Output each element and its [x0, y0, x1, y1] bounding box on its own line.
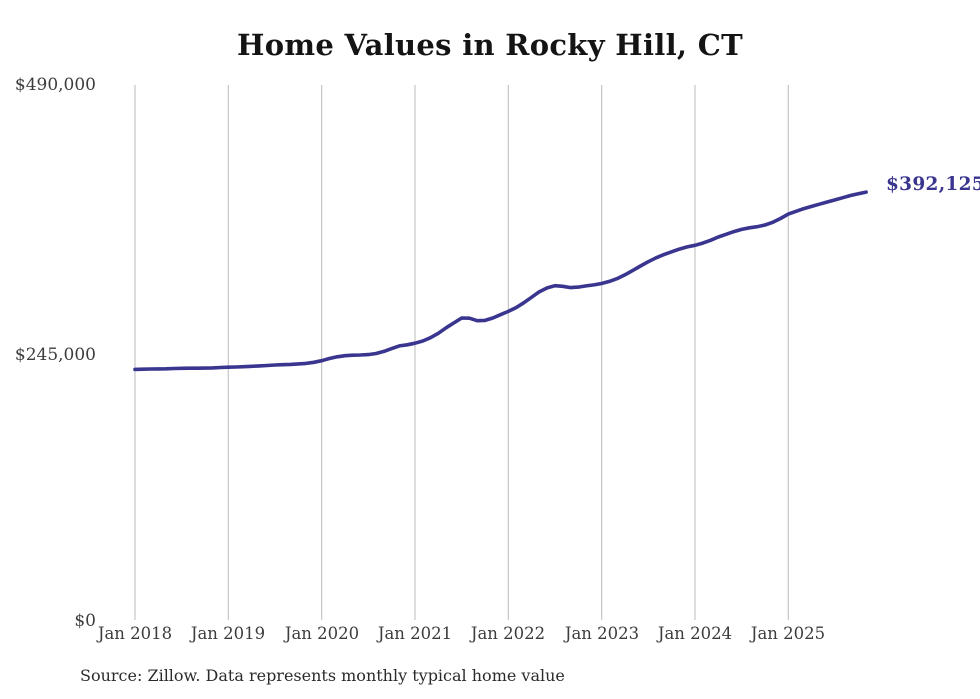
x-tick-label-jan-2018: Jan 2018: [97, 624, 173, 643]
chart-title: Home Values in Rocky Hill, CT: [237, 28, 743, 62]
source-note: Source: Zillow. Data represents monthly …: [80, 666, 565, 685]
x-tick-label-jan-2020: Jan 2020: [284, 624, 360, 643]
x-tick-label-jan-2025: Jan 2025: [750, 624, 826, 643]
x-tick-label-jan-2022: Jan 2022: [470, 624, 546, 643]
last-value-annotation: $392,125: [886, 174, 980, 195]
y-tick-label-0: $0: [74, 611, 96, 631]
x-tick-label-jan-2023: Jan 2023: [564, 624, 640, 643]
value-line: [133, 190, 868, 372]
x-tick-label-jan-2019: Jan 2019: [190, 624, 266, 643]
x-tick-label-jan-2024: Jan 2024: [657, 624, 733, 643]
y-tick-label-490000: $490,000: [14, 75, 96, 95]
y-tick-label-245000: $245,000: [14, 345, 96, 365]
x-tick-label-jan-2021: Jan 2021: [377, 624, 453, 643]
